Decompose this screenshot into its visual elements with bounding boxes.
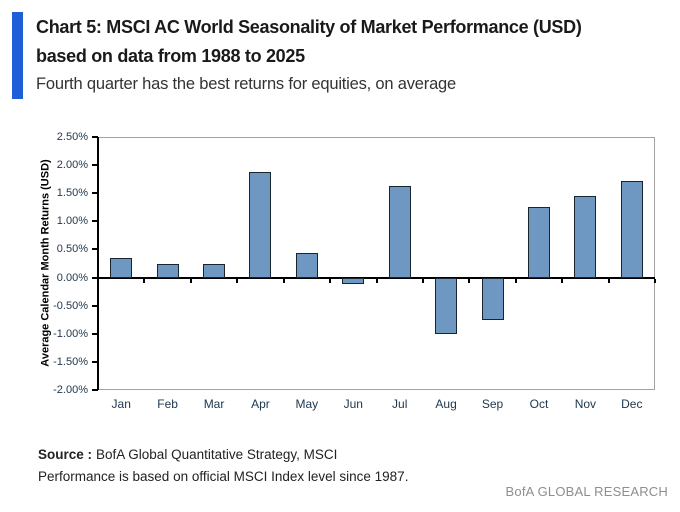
y-axis-tick	[92, 360, 98, 363]
y-axis-tick	[92, 304, 98, 307]
x-axis-tick	[143, 278, 146, 283]
bar-dec	[620, 181, 643, 278]
y-axis-tick	[92, 164, 98, 167]
source-note: Source : BofA Global Quantitative Strateg…	[38, 444, 408, 488]
x-tick-label-jun: Jun	[343, 397, 363, 411]
x-axis-zero-line	[98, 276, 655, 279]
y-axis-tick	[92, 136, 98, 138]
x-tick-label-dec: Dec	[621, 397, 643, 411]
x-axis-tick	[97, 278, 99, 283]
x-tick-label-jan: Jan	[111, 397, 131, 411]
x-axis-tick	[189, 278, 192, 283]
y-tick-label: 0.50%	[56, 243, 88, 256]
x-tick-label-jul: Jul	[392, 397, 408, 411]
bar-jan	[110, 257, 133, 278]
source-text: BofA Global Quantitative Strategy, MSCI	[96, 447, 338, 462]
x-axis-tick	[421, 278, 424, 283]
chart-subtitle: Fourth quarter has the best returns for …	[36, 75, 456, 93]
y-axis-line	[97, 137, 99, 390]
chart-title-line1: Chart 5: MSCI AC World Seasonality of Ma…	[36, 17, 582, 37]
bar-jun	[342, 277, 365, 285]
x-tick-label-apr: Apr	[251, 397, 270, 411]
bar-sep	[481, 277, 504, 320]
accent-bar	[12, 12, 23, 99]
bar-feb	[156, 264, 179, 278]
x-tick-label-feb: Feb	[157, 397, 178, 411]
chart-title-line2: based on data from 1988 to 2025	[36, 46, 305, 66]
x-axis-tick	[607, 278, 610, 283]
bar-jul	[388, 186, 411, 278]
y-tick-label: -2.00%	[53, 384, 88, 396]
x-axis-tick	[561, 278, 564, 283]
footnote: Performance is based on official MSCI In…	[38, 469, 409, 484]
y-tick-label: 2.50%	[56, 131, 88, 143]
bar-oct	[527, 206, 550, 278]
bar-apr	[249, 172, 272, 278]
x-axis-tick	[375, 278, 378, 283]
y-axis-title: Average Calendar Month Returns (USD)	[39, 159, 52, 367]
x-axis-tick	[514, 278, 517, 283]
x-tick-label-aug: Aug	[435, 397, 457, 411]
y-axis-tick	[92, 276, 98, 279]
source-label: Source :	[38, 447, 93, 462]
x-axis-tick	[468, 278, 471, 283]
y-tick-label: 1.50%	[56, 187, 88, 200]
y-axis-tick	[92, 248, 98, 251]
x-axis-tick	[282, 278, 285, 283]
x-tick-label-oct: Oct	[529, 397, 549, 411]
bar-may	[295, 252, 318, 278]
y-tick-label: 0.00%	[56, 271, 88, 284]
x-tick-label-nov: Nov	[574, 397, 597, 411]
source-line: Source : BofA Global Quantitative Strateg…	[38, 444, 408, 466]
x-axis-tick	[329, 278, 332, 283]
y-axis-tick	[92, 332, 98, 335]
y-axis-tick	[92, 192, 98, 195]
bar-aug	[435, 277, 458, 334]
x-tick-label-may: May	[295, 397, 319, 411]
y-axis-tick	[92, 389, 98, 391]
x-axis-tick	[654, 278, 656, 283]
y-axis-tick	[92, 220, 98, 223]
y-tick-label: -0.50%	[53, 299, 88, 312]
y-tick-label: -1.50%	[53, 355, 88, 368]
x-axis-tick	[236, 278, 239, 283]
plot-frame	[98, 137, 655, 390]
brand-label: BofA GLOBAL RESEARCH	[505, 484, 668, 499]
y-tick-label: 2.00%	[56, 159, 88, 172]
x-tick-label-mar: Mar	[203, 397, 225, 411]
bar-nov	[574, 196, 597, 278]
bar-mar	[203, 264, 226, 278]
y-tick-label: -1.00%	[53, 327, 88, 340]
title-block: Chart 5: MSCI AC World Seasonality of Ma…	[36, 13, 666, 98]
y-tick-label: 1.00%	[56, 215, 88, 228]
x-tick-label-sep: Sep	[481, 397, 504, 411]
